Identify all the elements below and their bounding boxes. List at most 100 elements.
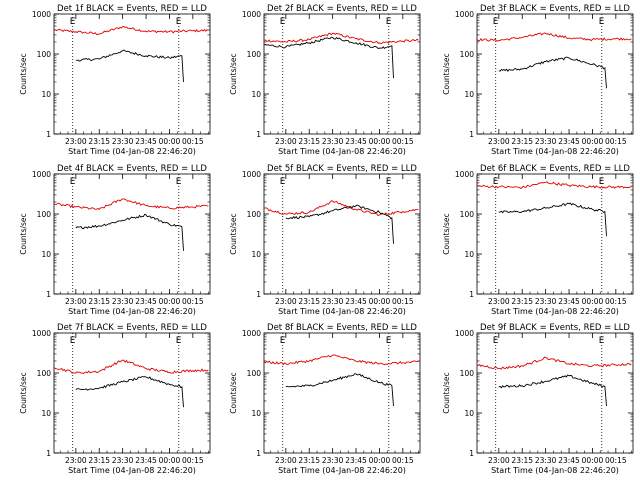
marker-label: E (70, 177, 76, 187)
subplot-8: Det 8f BLACK = Events, RED = LLD 1 10 100 10… (229, 323, 421, 475)
plot-frame (476, 13, 634, 135)
y-axis-label: Counts/sec (442, 213, 451, 254)
x-axis-label: Start Time (04-Jan-08 22:46:20) (491, 466, 619, 475)
x-tick-label: 23:45 (558, 297, 580, 306)
y-axis-label: Counts/sec (442, 53, 451, 94)
x-tick-label: 00:00 (582, 297, 604, 306)
subplot-3: Det 3f BLACK = Events, RED = LLD 1 10 100 10… (442, 4, 634, 156)
lld-series-line (476, 356, 632, 370)
x-tick-label: 23:30 (535, 137, 557, 146)
marker-label: E (493, 336, 499, 346)
y-axis-label: Counts/sec (442, 372, 451, 413)
y-tick-label: 1 (469, 130, 474, 139)
y-tick-label: 1 (469, 449, 474, 458)
x-tick-label: 23:00 (488, 297, 510, 306)
x-tick-label: 00:00 (159, 456, 181, 465)
x-tick-label: 23:30 (535, 297, 557, 306)
marker-label: E (280, 17, 286, 27)
plot-frame (476, 332, 634, 454)
events-series-line (285, 373, 394, 407)
marker-label: E (176, 177, 182, 187)
y-tick-label: 1 (46, 290, 51, 299)
subplot-4: Det 4f BLACK = Events, RED = LLD 1 10 100 10… (19, 164, 211, 316)
y-tick-label: 1000 (455, 10, 474, 19)
x-tick-label: 23:30 (322, 456, 344, 465)
x-tick-label: 00:15 (392, 137, 414, 146)
x-tick-label: 23:15 (511, 137, 533, 146)
y-tick-label: 1 (46, 130, 51, 139)
x-tick-label: 00:15 (605, 456, 627, 465)
plot-frame (53, 332, 211, 454)
subplot-5: Det 5f BLACK = Events, RED = LLD 1 10 100 10… (229, 164, 421, 316)
x-axis-label: Start Time (04-Jan-08 22:46:20) (491, 307, 619, 316)
plot-frame (263, 173, 421, 295)
y-tick-label: 1000 (242, 329, 261, 338)
x-tick-label: 23:30 (535, 456, 557, 465)
lld-series-line (53, 359, 209, 375)
y-axis-label: Counts/sec (19, 213, 28, 254)
events-series-line (75, 49, 184, 83)
x-tick-label: 00:15 (605, 297, 627, 306)
x-tick-label: 00:00 (159, 137, 181, 146)
subplot-1: Det 1f BLACK = Events, RED = LLD 1 10 100 10… (19, 4, 211, 156)
x-tick-label: 23:00 (65, 297, 87, 306)
x-tick-label: 23:15 (88, 297, 110, 306)
y-tick-label: 1000 (455, 329, 474, 338)
x-tick-label: 23:15 (511, 456, 533, 465)
lld-series-line (263, 354, 419, 366)
y-axis-label: Counts/sec (19, 53, 28, 94)
x-tick-label: 00:00 (582, 137, 604, 146)
marker-label: E (280, 177, 286, 187)
x-tick-label: 00:15 (182, 137, 204, 146)
events-series-line (285, 204, 394, 244)
x-tick-label: 23:15 (511, 297, 533, 306)
x-tick-label: 23:30 (322, 297, 344, 306)
y-tick-label: 10 (464, 409, 474, 418)
marker-label: E (70, 336, 76, 346)
x-tick-label: 23:45 (135, 456, 157, 465)
lld-series-line (53, 198, 209, 211)
plot-title: Det 5f BLACK = Events, RED = LLD (267, 164, 417, 174)
x-tick-label: 00:15 (182, 297, 204, 306)
x-tick-label: 00:15 (605, 137, 627, 146)
x-tick-label: 23:45 (135, 297, 157, 306)
subplot-7: Det 7f BLACK = Events, RED = LLD 1 10 100 10… (19, 323, 211, 475)
events-series-line (498, 374, 607, 407)
events-series-line (498, 202, 607, 237)
marker-label: E (386, 177, 392, 187)
y-tick-label: 100 (247, 50, 262, 59)
marker-label: E (386, 17, 392, 27)
plot-title: Det 9f BLACK = Events, RED = LLD (480, 323, 630, 333)
plot-frame (53, 173, 211, 295)
y-tick-label: 10 (251, 90, 261, 99)
y-tick-label: 100 (460, 369, 475, 378)
y-tick-label: 1 (46, 449, 51, 458)
marker-label: E (176, 336, 182, 346)
x-tick-label: 23:15 (298, 137, 320, 146)
y-tick-label: 1000 (455, 170, 474, 179)
y-tick-label: 10 (464, 90, 474, 99)
marker-label: E (493, 17, 499, 27)
y-tick-label: 10 (41, 90, 51, 99)
y-tick-label: 1000 (32, 10, 51, 19)
marker-label: E (599, 17, 605, 27)
x-tick-label: 00:00 (369, 137, 391, 146)
plot-title: Det 8f BLACK = Events, RED = LLD (267, 323, 417, 333)
marker-label: E (599, 177, 605, 187)
marker-label: E (599, 336, 605, 346)
x-tick-label: 23:45 (558, 456, 580, 465)
lld-series-line (476, 32, 632, 42)
x-tick-label: 23:45 (345, 137, 367, 146)
y-tick-label: 1000 (242, 10, 261, 19)
lld-series-line (476, 181, 632, 190)
y-axis-label: Counts/sec (19, 372, 28, 413)
y-tick-label: 100 (37, 50, 52, 59)
x-tick-label: 00:00 (369, 297, 391, 306)
subplot-6: Det 6f BLACK = Events, RED = LLD 1 10 100 10… (442, 164, 634, 316)
y-tick-label: 10 (41, 250, 51, 259)
x-tick-label: 23:00 (275, 137, 297, 146)
y-tick-label: 1000 (242, 170, 261, 179)
y-tick-label: 100 (460, 210, 475, 219)
plot-title: Det 2f BLACK = Events, RED = LLD (267, 4, 417, 14)
